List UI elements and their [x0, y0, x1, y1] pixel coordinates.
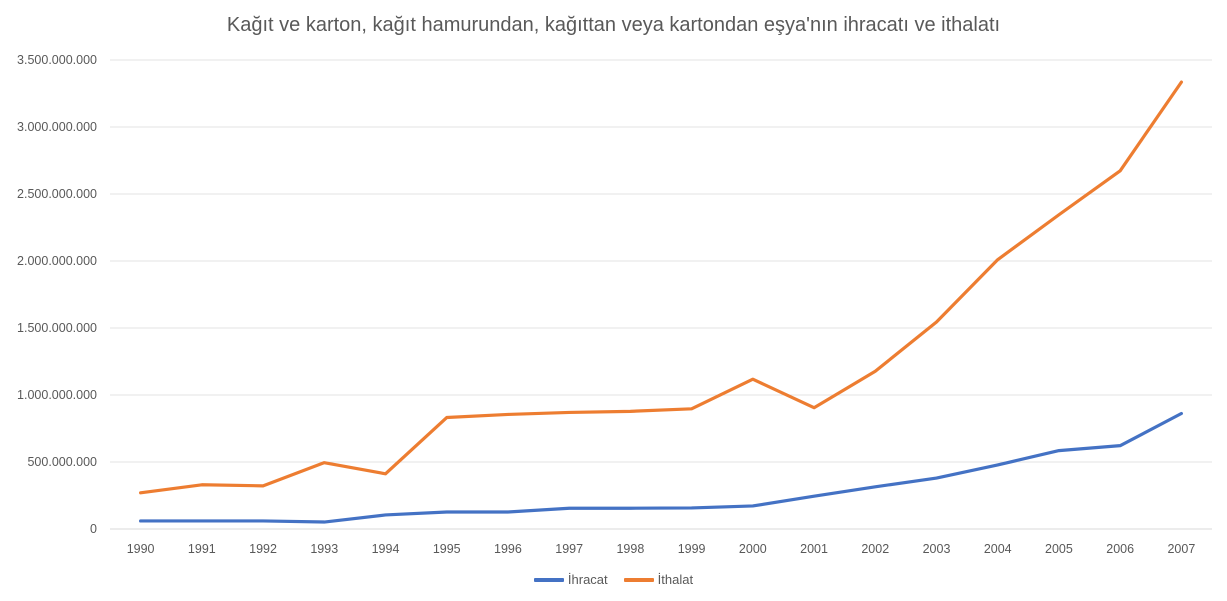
x-tick-label: 2001 — [800, 542, 828, 556]
x-tick-label: 1998 — [616, 542, 644, 556]
chart-legend: İhracat İthalat — [0, 572, 1227, 587]
x-tick-label: 1992 — [249, 542, 277, 556]
x-tick-label: 2002 — [861, 542, 889, 556]
y-tick-label: 3.500.000.000 — [17, 53, 97, 67]
legend-label-ithalat: İthalat — [657, 572, 694, 587]
legend-swatch-ihracat — [533, 577, 564, 582]
series-line-ihracat — [139, 411, 1183, 524]
legend-item-ihracat: İhracat — [533, 572, 608, 587]
y-tick-label: 2.000.000.000 — [17, 254, 97, 268]
y-tick-label: 3.000.000.000 — [17, 120, 97, 134]
legend-swatch-ithalat — [623, 577, 654, 582]
x-tick-label: 1996 — [494, 542, 522, 556]
x-tick-label: 1997 — [555, 542, 583, 556]
x-tick-label: 2003 — [923, 542, 951, 556]
x-tick-label: 1999 — [678, 542, 706, 556]
chart-title: Kağıt ve karton, kağıt hamurundan, kağıt… — [226, 14, 1001, 36]
y-tick-label: 500.000.000 — [27, 455, 97, 469]
x-tick-label: 1990 — [127, 542, 155, 556]
x-tick-label: 1994 — [372, 542, 400, 556]
legend-item-ithalat: İthalat — [623, 572, 694, 587]
y-tick-label: 2.500.000.000 — [17, 187, 97, 201]
legend-label-ihracat: İhracat — [567, 572, 608, 587]
x-tick-label: 2005 — [1045, 542, 1073, 556]
y-tick-label: 1.000.000.000 — [17, 388, 97, 402]
x-tick-label: 2004 — [984, 542, 1012, 556]
y-tick-label: 1.500.000.000 — [17, 321, 97, 335]
series-line-ithalat — [139, 80, 1183, 495]
x-tick-label: 1993 — [310, 542, 338, 556]
x-tick-label: 2006 — [1106, 542, 1134, 556]
x-tick-label: 2000 — [739, 542, 767, 556]
x-tick-label: 1995 — [433, 542, 461, 556]
x-tick-label: 1991 — [188, 542, 216, 556]
x-tick-label: 2007 — [1167, 542, 1195, 556]
y-tick-label: 0 — [90, 522, 97, 536]
